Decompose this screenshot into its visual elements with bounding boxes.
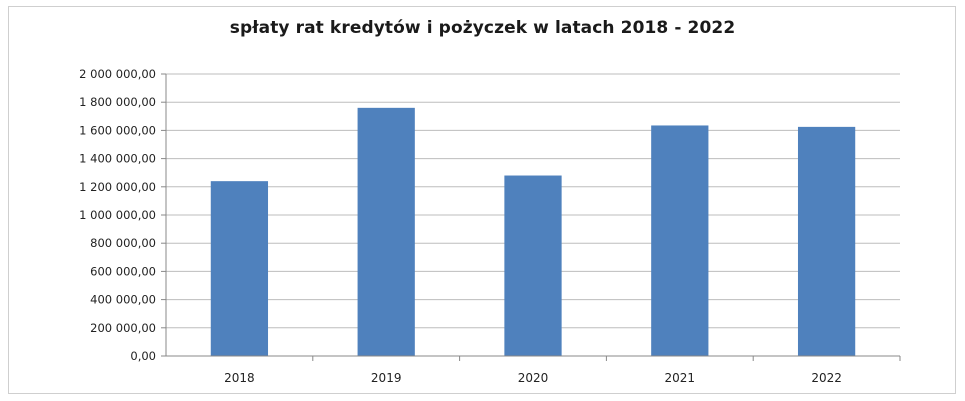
x-tick-label: 2021: [665, 371, 696, 385]
x-tick-label: 2020: [518, 371, 549, 385]
x-tick-label: 2022: [811, 371, 842, 385]
bar-2020: [504, 175, 562, 356]
bar-2022: [797, 126, 856, 356]
bar-2019: [357, 107, 415, 356]
y-tick-label: 800 000,00: [90, 236, 156, 250]
y-tick-label: 1 200 000,00: [79, 180, 156, 194]
y-tick-label: 1 000 000,00: [79, 208, 156, 222]
y-tick-label: 400 000,00: [90, 293, 156, 307]
y-tick-label: 1 400 000,00: [79, 152, 156, 166]
y-tick-label: 1 800 000,00: [79, 95, 156, 109]
bars: [210, 107, 856, 356]
x-tick-label: 2018: [224, 371, 255, 385]
chart-title: spłaty rat kredytów i pożyczek w latach …: [229, 18, 736, 38]
y-tick-label: 200 000,00: [90, 321, 156, 335]
y-tick-label: 1 600 000,00: [79, 123, 156, 137]
bar-2021: [651, 125, 709, 356]
x-tick-label: 2019: [371, 371, 402, 385]
y-tick-label: 2 000 000,00: [79, 67, 156, 81]
axis-labels: 0,00 200 000,00 400 000,00 600 000,00 800 00…: [79, 67, 842, 385]
bar-2018: [210, 181, 269, 356]
y-tick-label: 600 000,00: [90, 264, 156, 278]
y-tick-label: 0,00: [130, 349, 156, 363]
axes: [161, 73, 901, 361]
